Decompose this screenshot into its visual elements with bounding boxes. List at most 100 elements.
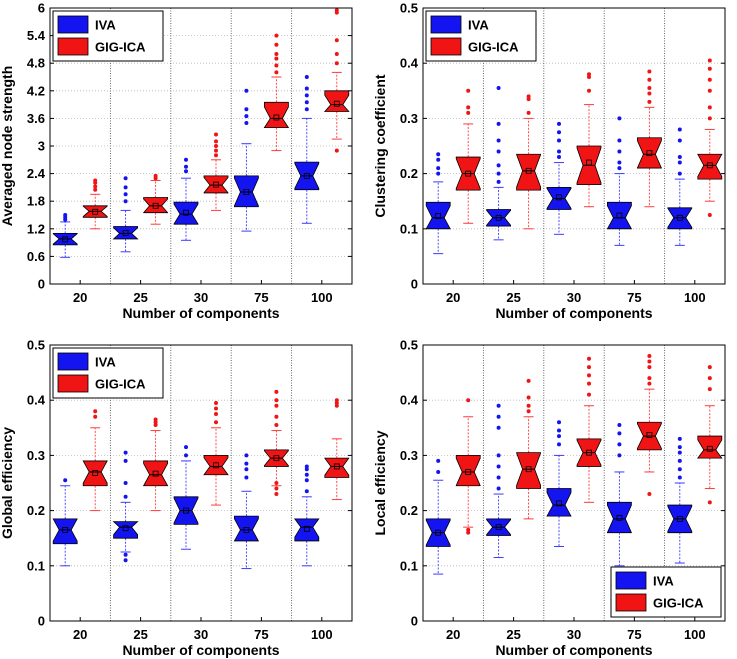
outlier-point [123, 199, 128, 204]
outlier-point [244, 461, 249, 466]
x-tick-label: 30 [567, 627, 581, 642]
outlier-point [526, 97, 531, 102]
panel-node-strength: 0 0.6 1.2 1.8 2.4 3 3.6 4.2 4.8 5.4 6 20 25 30 75 100 Nu… [0, 1, 353, 321]
gig-ica-box-25 [143, 173, 169, 225]
outlier-point [587, 392, 591, 397]
outlier-point [214, 412, 218, 416]
y-tick-label: 0 [411, 614, 418, 629]
x-tick-label: 100 [311, 627, 333, 642]
gig-ica-box-20 [82, 409, 108, 512]
gig-ica-box-30 [203, 400, 229, 506]
outlier-point [304, 75, 309, 79]
legend-swatch-gig-ica [430, 37, 462, 56]
box-body [203, 454, 229, 476]
outlier-point [244, 467, 249, 472]
x-tick-label: 30 [567, 290, 581, 305]
mean-marker [435, 213, 442, 220]
mean-marker [183, 209, 189, 216]
mean-marker [122, 525, 129, 532]
outlier-point [677, 171, 682, 176]
outlier-point [93, 187, 98, 192]
mean-marker [586, 159, 592, 166]
outlier-point [707, 66, 712, 71]
outlier-point [436, 458, 441, 463]
mean-marker [465, 170, 472, 177]
y-tick-label: 5.4 [27, 28, 46, 43]
outlier-point [496, 86, 501, 91]
legend-label-iva: IVA [95, 18, 116, 33]
x-tick-label: 20 [73, 627, 87, 642]
box-body [455, 454, 481, 487]
gig-ica-box-30 [203, 132, 229, 211]
outlier-point [274, 56, 279, 61]
legend-label-iva: IVA [653, 574, 674, 589]
outlier-point [496, 464, 501, 469]
outlier-point [274, 481, 279, 485]
y-axis-title: Global efficiency [0, 427, 15, 539]
outlier-point [617, 442, 622, 447]
iva-box-100 [667, 436, 693, 564]
mean-marker [706, 445, 713, 452]
y-tick-label: 0 [411, 277, 418, 292]
outlier-point [677, 436, 682, 441]
outlier-point [153, 173, 158, 178]
legend: IVA GIG-ICA [610, 566, 722, 618]
y-tick-label: 6 [38, 1, 45, 16]
iva-box-30 [546, 121, 572, 235]
outlier-point [677, 445, 682, 450]
outlier-point [304, 107, 309, 112]
outlier-point [557, 149, 561, 154]
outlier-point [274, 414, 279, 419]
outlier-point [304, 467, 309, 472]
gig-ica-box-30 [576, 356, 602, 503]
outlier-point [123, 185, 128, 190]
outlier-point [214, 148, 218, 153]
outlier-point [466, 88, 471, 93]
y-tick-label: 0.6 [27, 249, 45, 264]
outlier-point [123, 552, 128, 557]
y-tick-label: 1.8 [27, 194, 45, 209]
gig-ica-box-20 [82, 178, 108, 230]
box-body [112, 226, 139, 240]
outlier-point [334, 403, 339, 408]
outlier-point [274, 63, 279, 68]
outlier-point [63, 478, 68, 483]
mean-marker [213, 462, 219, 469]
y-tick-label: 0.2 [27, 503, 45, 518]
outlier-point [647, 69, 652, 74]
outlier-point [244, 107, 249, 112]
x-axis-title: Number of components [122, 642, 279, 658]
outlier-point [496, 171, 501, 176]
outlier-point [617, 453, 622, 458]
outlier-point [647, 365, 652, 370]
mean-marker [243, 189, 250, 195]
outlier-point [184, 169, 188, 174]
iva-box-30 [173, 157, 199, 241]
iva-box-20 [52, 213, 78, 258]
y-axis-title: Local efficiency [372, 430, 388, 535]
y-tick-label: 0.4 [400, 56, 419, 71]
outlier-point [587, 72, 591, 77]
legend-swatch-iva [57, 352, 89, 371]
outlier-point [93, 414, 98, 419]
mean-marker [183, 507, 189, 514]
y-tick-label: 0.1 [400, 221, 418, 236]
mean-marker [616, 212, 623, 219]
iva-box-75 [606, 116, 633, 246]
box-body [667, 207, 693, 230]
x-tick-label: 30 [194, 290, 208, 305]
outlier-point [647, 492, 652, 497]
outlier-point [123, 494, 128, 499]
outlier-point [526, 94, 531, 99]
outlier-point [707, 376, 712, 381]
outlier-point [466, 527, 471, 532]
iva-box-20 [425, 152, 451, 255]
gig-ica-box-20 [455, 88, 481, 224]
outlier-point [466, 398, 471, 403]
mean-marker [273, 114, 280, 121]
mean-marker [243, 527, 250, 533]
outlier-point [707, 365, 712, 370]
outlier-point [214, 153, 218, 158]
outlier-point [93, 178, 98, 183]
legend: IVA GIG-ICA [52, 347, 164, 399]
